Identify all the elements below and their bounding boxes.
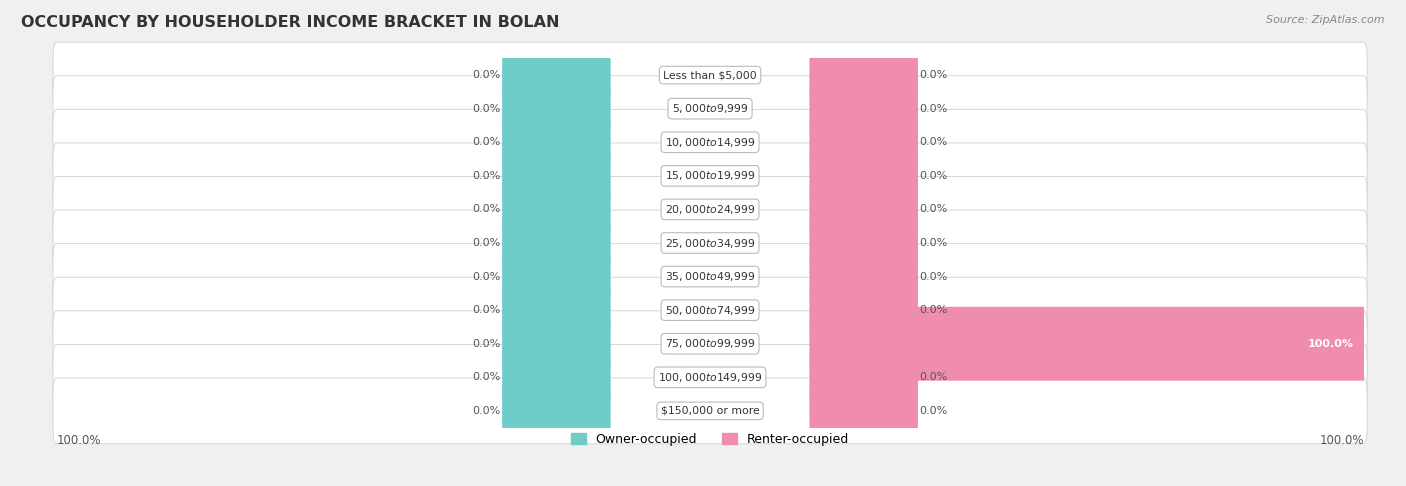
Text: $35,000 to $49,999: $35,000 to $49,999 bbox=[665, 270, 755, 283]
Text: 0.0%: 0.0% bbox=[920, 272, 948, 281]
FancyBboxPatch shape bbox=[810, 374, 918, 448]
Text: 0.0%: 0.0% bbox=[472, 70, 501, 80]
FancyBboxPatch shape bbox=[810, 72, 918, 146]
FancyBboxPatch shape bbox=[810, 139, 918, 213]
Text: $100,000 to $149,999: $100,000 to $149,999 bbox=[658, 371, 762, 384]
Text: Source: ZipAtlas.com: Source: ZipAtlas.com bbox=[1267, 15, 1385, 25]
FancyBboxPatch shape bbox=[53, 277, 1367, 343]
Text: 0.0%: 0.0% bbox=[472, 272, 501, 281]
Text: 0.0%: 0.0% bbox=[472, 372, 501, 382]
Text: 0.0%: 0.0% bbox=[920, 205, 948, 214]
Legend: Owner-occupied, Renter-occupied: Owner-occupied, Renter-occupied bbox=[565, 428, 855, 451]
FancyBboxPatch shape bbox=[810, 307, 1369, 381]
Text: 0.0%: 0.0% bbox=[920, 104, 948, 114]
Text: 0.0%: 0.0% bbox=[920, 137, 948, 147]
Text: 0.0%: 0.0% bbox=[472, 205, 501, 214]
Text: 0.0%: 0.0% bbox=[920, 406, 948, 416]
Text: 0.0%: 0.0% bbox=[920, 372, 948, 382]
Text: 0.0%: 0.0% bbox=[472, 104, 501, 114]
Text: 100.0%: 100.0% bbox=[1308, 339, 1354, 349]
Text: 100.0%: 100.0% bbox=[56, 434, 101, 448]
Text: $15,000 to $19,999: $15,000 to $19,999 bbox=[665, 169, 755, 182]
Text: Less than $5,000: Less than $5,000 bbox=[664, 70, 756, 80]
Text: 0.0%: 0.0% bbox=[472, 238, 501, 248]
FancyBboxPatch shape bbox=[53, 109, 1367, 175]
FancyBboxPatch shape bbox=[53, 176, 1367, 243]
FancyBboxPatch shape bbox=[53, 42, 1367, 108]
FancyBboxPatch shape bbox=[810, 340, 918, 414]
Text: 100.0%: 100.0% bbox=[1319, 434, 1364, 448]
FancyBboxPatch shape bbox=[810, 206, 918, 280]
Text: 0.0%: 0.0% bbox=[472, 339, 501, 349]
Text: $20,000 to $24,999: $20,000 to $24,999 bbox=[665, 203, 755, 216]
FancyBboxPatch shape bbox=[502, 206, 610, 280]
FancyBboxPatch shape bbox=[810, 240, 918, 313]
FancyBboxPatch shape bbox=[53, 243, 1367, 310]
FancyBboxPatch shape bbox=[810, 273, 918, 347]
FancyBboxPatch shape bbox=[53, 378, 1367, 444]
Text: 0.0%: 0.0% bbox=[920, 171, 948, 181]
Text: $75,000 to $99,999: $75,000 to $99,999 bbox=[665, 337, 755, 350]
FancyBboxPatch shape bbox=[502, 139, 610, 213]
Text: $50,000 to $74,999: $50,000 to $74,999 bbox=[665, 304, 755, 317]
FancyBboxPatch shape bbox=[502, 240, 610, 313]
FancyBboxPatch shape bbox=[810, 105, 918, 179]
Text: 0.0%: 0.0% bbox=[472, 305, 501, 315]
FancyBboxPatch shape bbox=[502, 374, 610, 448]
Text: $25,000 to $34,999: $25,000 to $34,999 bbox=[665, 237, 755, 249]
FancyBboxPatch shape bbox=[502, 38, 610, 112]
Text: 0.0%: 0.0% bbox=[920, 238, 948, 248]
FancyBboxPatch shape bbox=[53, 345, 1367, 410]
Text: $10,000 to $14,999: $10,000 to $14,999 bbox=[665, 136, 755, 149]
Text: 0.0%: 0.0% bbox=[920, 70, 948, 80]
FancyBboxPatch shape bbox=[502, 72, 610, 146]
FancyBboxPatch shape bbox=[53, 210, 1367, 276]
Text: $5,000 to $9,999: $5,000 to $9,999 bbox=[672, 102, 748, 115]
FancyBboxPatch shape bbox=[53, 311, 1367, 377]
Text: $150,000 or more: $150,000 or more bbox=[661, 406, 759, 416]
FancyBboxPatch shape bbox=[502, 105, 610, 179]
FancyBboxPatch shape bbox=[502, 273, 610, 347]
Text: 0.0%: 0.0% bbox=[472, 171, 501, 181]
Text: 0.0%: 0.0% bbox=[472, 406, 501, 416]
Text: OCCUPANCY BY HOUSEHOLDER INCOME BRACKET IN BOLAN: OCCUPANCY BY HOUSEHOLDER INCOME BRACKET … bbox=[21, 15, 560, 30]
FancyBboxPatch shape bbox=[53, 76, 1367, 141]
FancyBboxPatch shape bbox=[810, 173, 918, 246]
FancyBboxPatch shape bbox=[502, 307, 610, 381]
FancyBboxPatch shape bbox=[502, 340, 610, 414]
FancyBboxPatch shape bbox=[810, 38, 918, 112]
FancyBboxPatch shape bbox=[53, 143, 1367, 209]
Text: 0.0%: 0.0% bbox=[472, 137, 501, 147]
Text: 0.0%: 0.0% bbox=[920, 305, 948, 315]
FancyBboxPatch shape bbox=[502, 173, 610, 246]
